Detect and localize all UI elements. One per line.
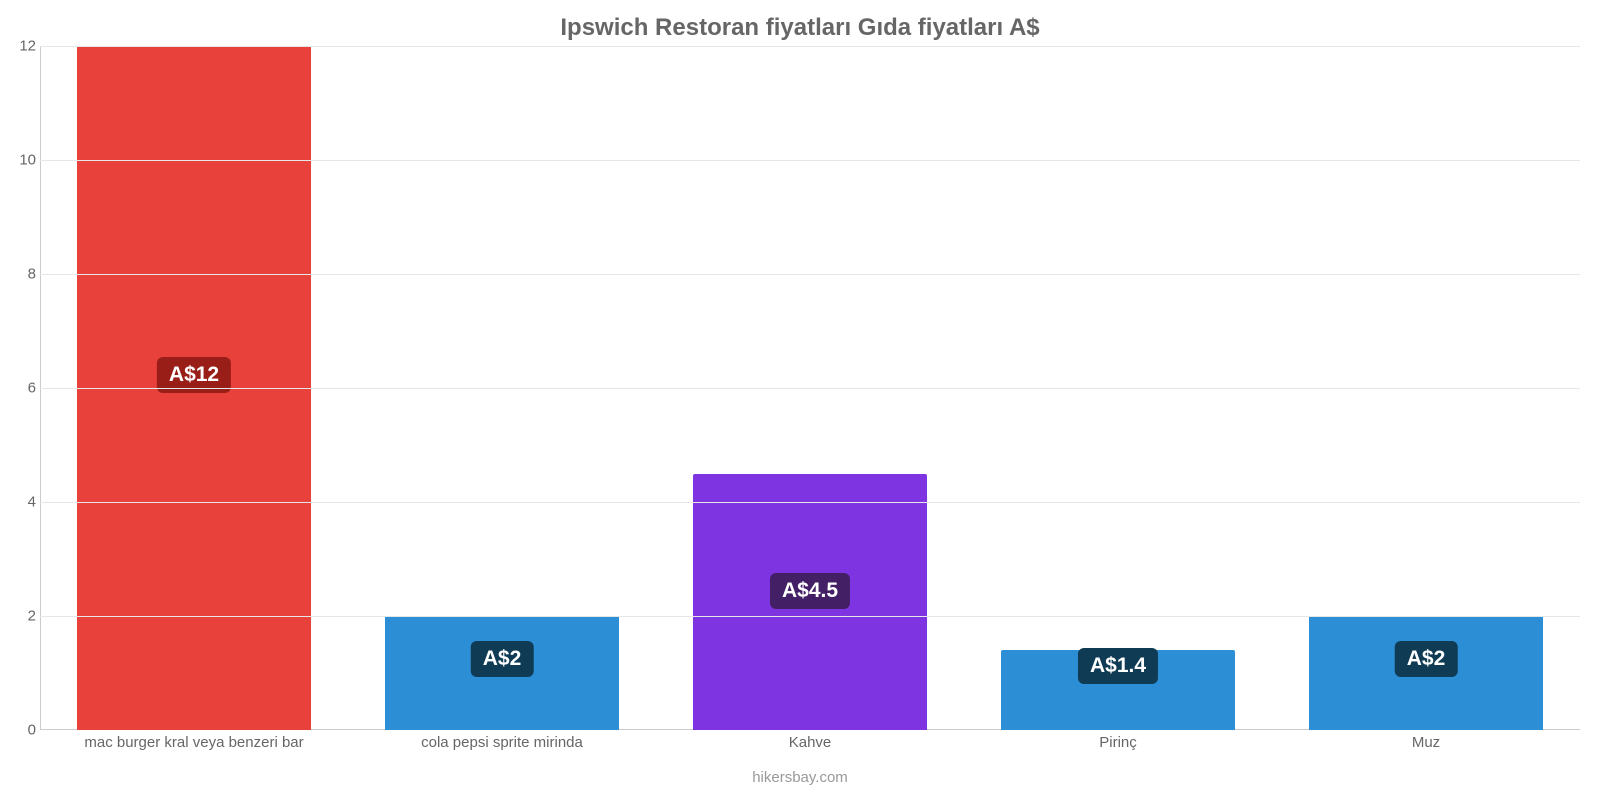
gridline [40, 616, 1580, 617]
bar-value-label: A$1.4 [1078, 648, 1158, 684]
y-tick-label: 2 [10, 608, 36, 625]
watermark: hikersbay.com [0, 769, 1600, 786]
gridline [40, 46, 1580, 47]
x-tick-label: Pirinç [1099, 734, 1137, 751]
bar-value-label: A$2 [1395, 641, 1458, 677]
x-tick-label: mac burger kral veya benzeri bar [84, 734, 303, 751]
y-tick-label: 8 [10, 266, 36, 283]
gridline [40, 160, 1580, 161]
chart-title: Ipswich Restoran fiyatları Gıda fiyatlar… [0, 14, 1600, 42]
gridline [40, 502, 1580, 503]
y-tick-label: 6 [10, 380, 36, 397]
bar-value-label: A$2 [471, 641, 534, 677]
x-tick-label: Kahve [789, 734, 832, 751]
y-tick-label: 12 [10, 38, 36, 55]
x-tick-label: cola pepsi sprite mirinda [421, 734, 583, 751]
gridline [40, 274, 1580, 275]
y-tick-label: 10 [10, 152, 36, 169]
y-tick-label: 0 [10, 722, 36, 739]
gridline [40, 388, 1580, 389]
plot-area: A$12A$2A$4.5A$1.4A$2 024681012 [40, 46, 1580, 730]
bar-value-label: A$4.5 [770, 573, 850, 609]
y-tick-label: 4 [10, 494, 36, 511]
x-axis-labels: mac burger kral veya benzeri bar cola pep… [40, 734, 1580, 758]
x-tick-label: Muz [1412, 734, 1440, 751]
chart-container: Ipswich Restoran fiyatları Gıda fiyatlar… [0, 0, 1600, 800]
